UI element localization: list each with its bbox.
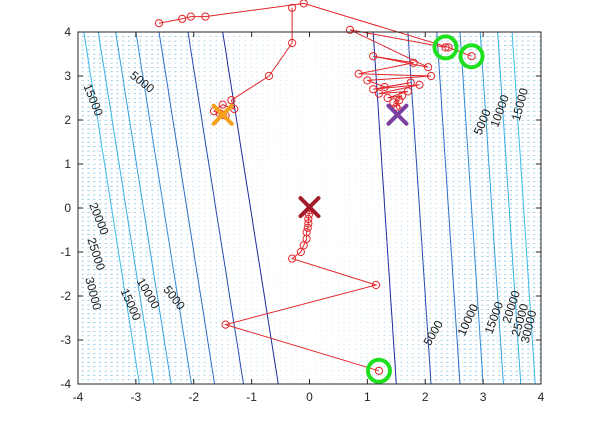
quiver-field: [78, 32, 541, 384]
